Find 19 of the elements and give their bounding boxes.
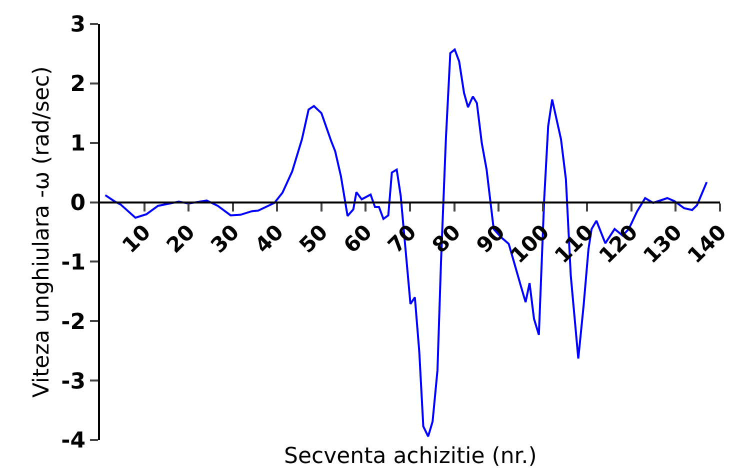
y-tick-label: 2 bbox=[70, 72, 86, 98]
y-tick-label: -2 bbox=[61, 310, 86, 335]
y-tick-label: 1 bbox=[70, 132, 86, 157]
x-tick-label: 10 bbox=[118, 220, 156, 258]
y-tick-label: -1 bbox=[61, 250, 86, 276]
x-tick-label: 70 bbox=[383, 220, 421, 258]
y-tick-label: -4 bbox=[61, 428, 86, 454]
y-tick-label: 0 bbox=[70, 190, 86, 216]
x-tick-label: 90 bbox=[472, 220, 510, 258]
x-tick-label: 20 bbox=[162, 220, 200, 258]
x-tick-label: 40 bbox=[250, 220, 288, 258]
y-axis-title: Viteza unghiulara -ω (rad/sec) bbox=[29, 66, 54, 398]
x-tick-label: 80 bbox=[428, 220, 466, 258]
y-tick-label: -3 bbox=[61, 369, 86, 394]
x-tick-label: 60 bbox=[339, 220, 377, 258]
y-tick-label: 3 bbox=[70, 12, 86, 38]
x-tick-label: 30 bbox=[206, 220, 244, 258]
x-tick-label: 50 bbox=[294, 220, 332, 258]
x-axis-title: Secventa achizitie (nr.) bbox=[284, 444, 537, 469]
